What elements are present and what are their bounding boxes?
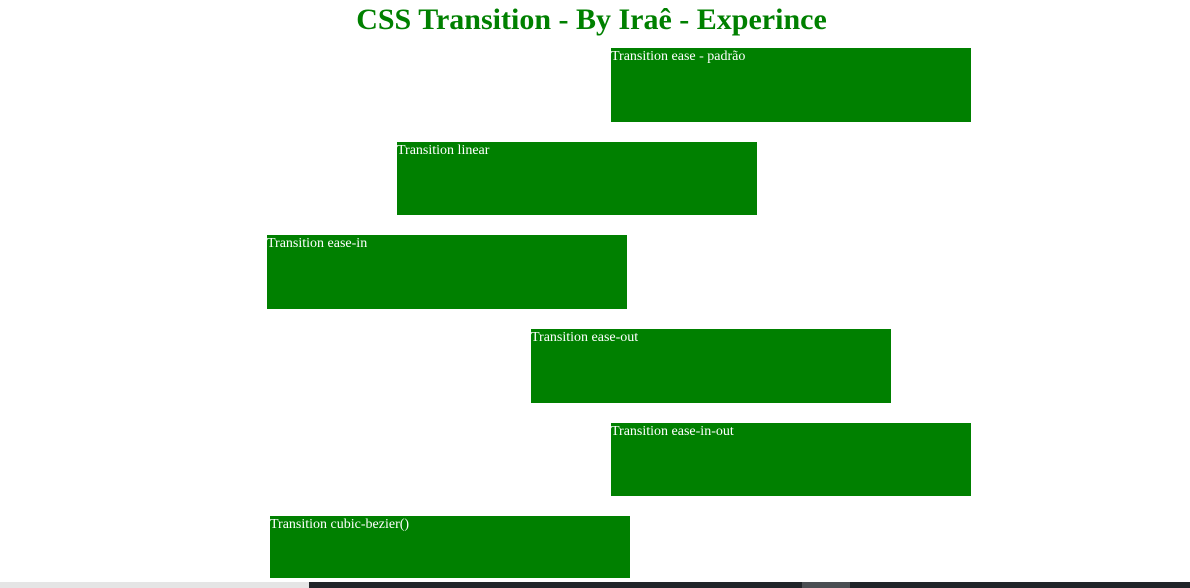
horizontal-scrollbar[interactable] [0, 582, 1190, 588]
page-title: CSS Transition - By Iraê - Experince [356, 3, 827, 36]
transition-box-ease-in[interactable]: Transition ease-in [267, 235, 627, 309]
transition-box-ease-out[interactable]: Transition ease-out [531, 329, 891, 403]
transition-box-label: Transition ease-out [531, 330, 639, 345]
transition-box-ease-in-out[interactable]: Transition ease-in-out [611, 423, 971, 496]
scrollbar-thumb[interactable] [802, 582, 850, 588]
transition-box-cubic-bezier[interactable]: Transition cubic-bezier() [270, 516, 630, 578]
transition-box-ease[interactable]: Transition ease - padrão [611, 48, 971, 122]
transition-box-label: Transition cubic-bezier() [270, 517, 410, 532]
scrollbar-track-left [0, 582, 309, 588]
transition-box-label: Transition ease - padrão [611, 49, 746, 64]
transition-box-label: Transition linear [397, 143, 490, 158]
transition-box-linear[interactable]: Transition linear [397, 142, 757, 215]
scrollbar-track [309, 582, 1190, 588]
transition-box-label: Transition ease-in-out [611, 424, 734, 439]
transition-box-label: Transition ease-in [267, 236, 368, 251]
